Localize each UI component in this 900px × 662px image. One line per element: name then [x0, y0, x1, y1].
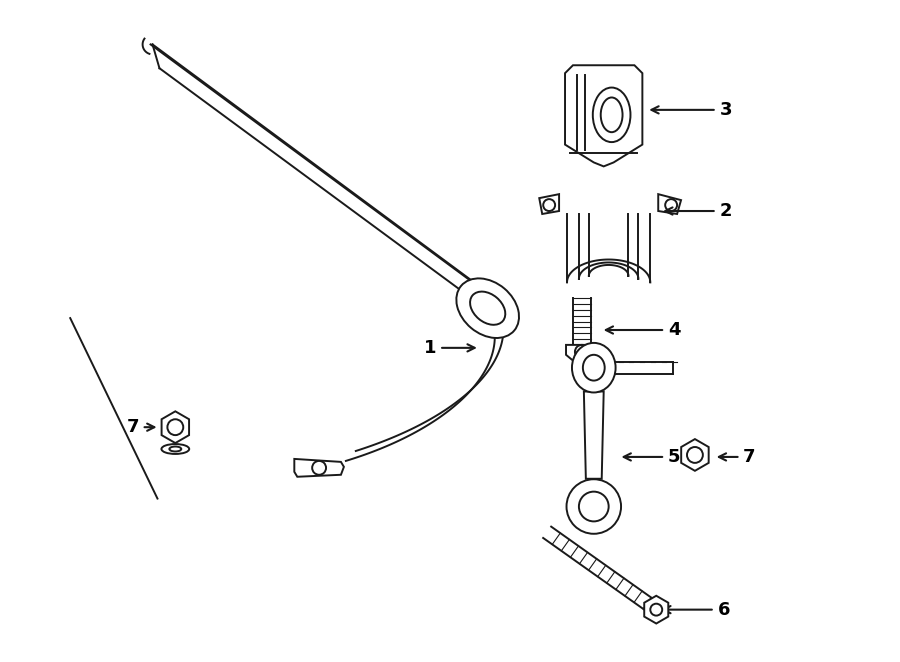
Polygon shape [584, 391, 604, 479]
Text: 6: 6 [663, 600, 730, 619]
Polygon shape [644, 596, 669, 624]
Polygon shape [162, 411, 189, 443]
Ellipse shape [456, 279, 519, 338]
Polygon shape [566, 345, 598, 359]
Polygon shape [539, 194, 559, 214]
Text: 7: 7 [126, 418, 154, 436]
Text: 7: 7 [719, 448, 756, 466]
Polygon shape [294, 459, 344, 477]
Ellipse shape [161, 444, 189, 454]
Text: 1: 1 [424, 339, 474, 357]
Text: 5: 5 [624, 448, 680, 466]
Ellipse shape [572, 343, 616, 393]
Polygon shape [658, 194, 681, 214]
Polygon shape [565, 66, 643, 166]
Polygon shape [681, 439, 708, 471]
Ellipse shape [566, 479, 621, 534]
Text: 3: 3 [652, 101, 732, 119]
Text: 4: 4 [606, 321, 680, 339]
Text: 2: 2 [665, 202, 732, 220]
